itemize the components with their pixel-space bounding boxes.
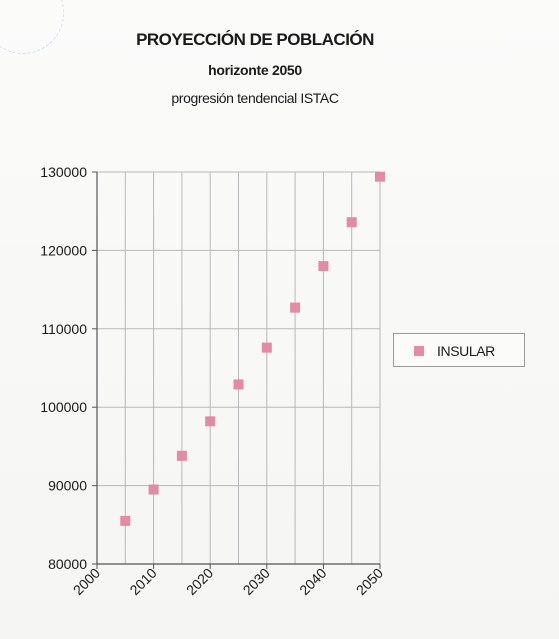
x-tick-label: 2050 [353,565,386,598]
y-tick-label: 90000 [48,478,87,494]
x-tick-label: 2030 [240,565,273,598]
legend: INSULAR [393,333,525,367]
data-point [346,217,357,228]
data-point [375,171,385,182]
data-point [290,302,301,313]
data-point [318,261,329,272]
data-point [176,450,187,461]
x-tick-label: 2020 [183,565,216,598]
y-tick-label: 110000 [41,321,87,337]
chart-subtitle: horizonte 2050 [208,62,302,78]
data-point [120,515,131,526]
y-tick-label: 130000 [40,164,87,180]
data-point [148,484,159,495]
y-tick-label: 100000 [40,399,87,415]
chart-note: progresión tendencial ISTAC [171,90,339,106]
legend-marker-swatch [414,346,424,356]
data-point [261,342,272,353]
data-point [205,416,216,427]
chart-title: PROYECCIÓN DE POBLACIÓN [136,30,374,49]
data-point [233,379,244,390]
legend-label: INSULAR [437,343,495,359]
y-tick-label: 120000 [40,242,87,258]
x-tick-label: 2010 [126,565,159,598]
y-tick-label: 80000 [48,556,87,572]
x-tick-label: 2040 [296,565,329,598]
